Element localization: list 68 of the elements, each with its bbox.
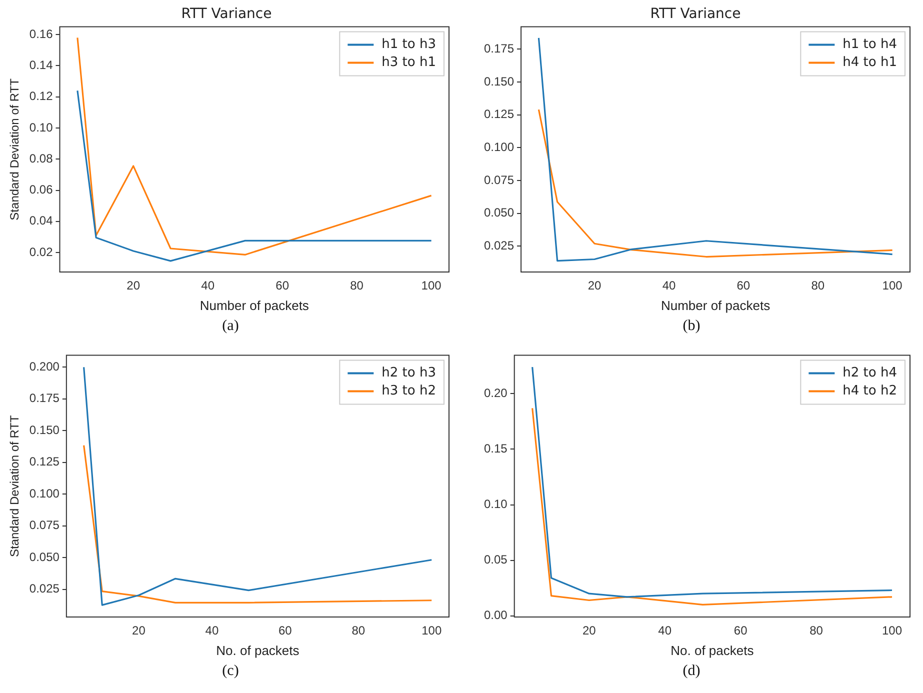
x-tick-label: 40 [205, 624, 219, 638]
legend-label: h2 to h3 [382, 366, 436, 381]
x-tick-label: 100 [421, 278, 442, 293]
y-tick-label: 0.125 [484, 107, 514, 122]
y-tick-label: 0.175 [29, 391, 60, 406]
x-axis-title: No. of packets [216, 642, 300, 658]
y-tick-label: 0.12 [29, 89, 54, 104]
x-tick-label: 60 [736, 278, 750, 293]
text: (b) [682, 318, 702, 335]
legend-label: h3 to h2 [382, 384, 436, 399]
x-tick-label: 80 [810, 624, 824, 638]
y-tick-label: 0.150 [484, 74, 514, 88]
text: (a) [221, 318, 240, 335]
y-tick-label: 0.025 [29, 582, 60, 596]
y-tick-label: 0.175 [484, 41, 514, 56]
x-tick-label: 20 [588, 278, 602, 293]
y-tick-label: 0.125 [29, 454, 60, 469]
x-tick-label: 20 [582, 624, 596, 638]
x-tick-label: 40 [201, 278, 215, 293]
y-tick-label: 0.025 [484, 238, 514, 252]
y-tick-label: 0.075 [29, 518, 60, 532]
x-tick-label: 80 [811, 278, 825, 293]
legend-label: h1 to h4 [842, 37, 898, 52]
y-axis-title: Standard Deviation of RTT [8, 414, 22, 558]
text: (c) [221, 663, 240, 680]
x-axis-title: Number of packets [660, 298, 771, 313]
y-tick-label: 0.100 [484, 140, 514, 154]
y-tick-label: 0.08 [29, 151, 54, 166]
x-tick-label: 60 [276, 278, 290, 293]
y-tick-label: 0.15 [484, 442, 508, 456]
x-tick-label: 100 [882, 278, 903, 293]
y-axis-title: Standard Deviation of RTT [8, 78, 22, 220]
legend-label: h4 to h1 [842, 55, 898, 70]
y-tick-label: 0.14 [29, 58, 54, 72]
x-tick-label: 60 [278, 624, 292, 638]
y-tick-label: 0.06 [29, 182, 54, 197]
y-tick-label: 0.050 [484, 206, 514, 220]
y-tick-label: 0.100 [29, 486, 60, 500]
y-tick-label: 0.10 [29, 120, 54, 134]
chart-title: RTT Variance [181, 6, 272, 22]
chart-title: RTT Variance [650, 6, 741, 22]
x-tick-label: 20 [132, 624, 146, 638]
x-tick-label: 100 [882, 624, 902, 638]
y-tick-label: 0.05 [484, 552, 508, 567]
y-tick-label: 0.050 [29, 550, 60, 564]
x-tick-label: 40 [658, 624, 672, 638]
legend-label: h2 to h4 [842, 366, 898, 381]
y-tick-label: 0.200 [29, 359, 60, 374]
x-tick-label: 20 [126, 278, 140, 293]
y-tick-label: 0.00 [484, 608, 508, 622]
y-tick-label: 0.150 [29, 422, 60, 437]
x-tick-label: 80 [352, 624, 366, 638]
x-axis-title: No. of packets [670, 642, 754, 658]
x-tick-label: 40 [662, 278, 676, 293]
text: (d) [682, 663, 702, 680]
y-tick-label: 0.16 [29, 26, 54, 41]
x-axis-title: Number of packets [200, 298, 310, 313]
x-tick-label: 100 [422, 624, 442, 638]
y-tick-label: 0.02 [29, 244, 54, 259]
x-tick-label: 80 [350, 278, 364, 293]
y-tick-label: 0.20 [484, 386, 508, 400]
legend-label: h3 to h1 [382, 55, 436, 70]
x-tick-label: 60 [734, 624, 748, 638]
legend-label: h1 to h3 [382, 37, 436, 52]
legend-label: h4 to h2 [842, 384, 898, 399]
y-tick-label: 0.04 [29, 214, 54, 228]
y-tick-label: 0.10 [484, 497, 508, 512]
y-tick-label: 0.075 [484, 172, 514, 187]
